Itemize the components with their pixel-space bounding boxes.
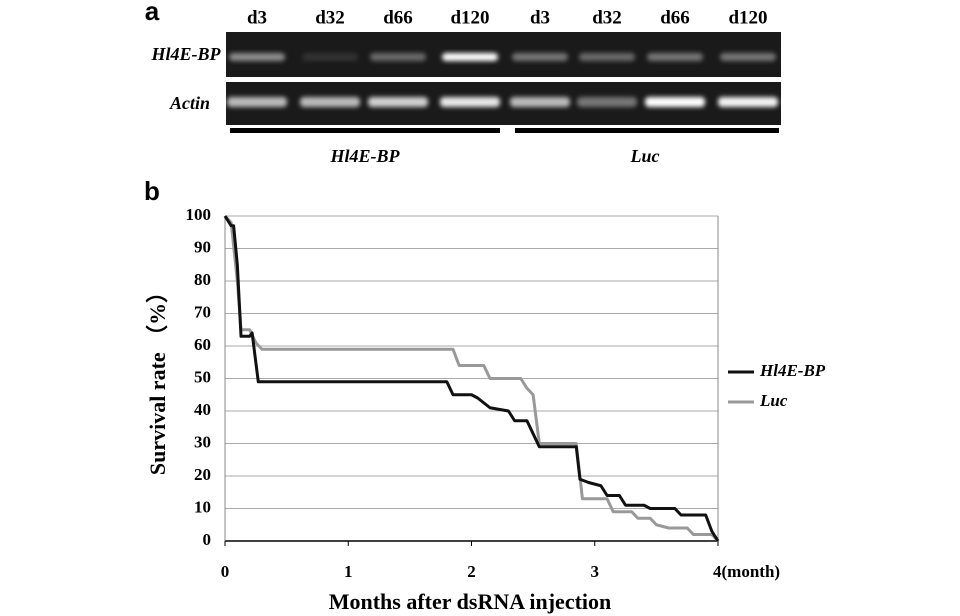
x-axis-label: Months after dsRNA injection xyxy=(329,589,612,614)
y-tick-label: 50 xyxy=(194,367,211,386)
y-tick-label: 30 xyxy=(194,432,211,451)
gel-band xyxy=(720,53,776,61)
gel-band xyxy=(645,97,705,107)
group-label: Hl4E-BP xyxy=(329,146,400,166)
gel-band xyxy=(300,97,360,107)
y-tick-label: 0 xyxy=(203,530,212,549)
lane-label: d3 xyxy=(530,7,550,28)
gel-band xyxy=(718,97,778,107)
row-label: Actin xyxy=(169,93,210,113)
gel-band xyxy=(647,53,703,61)
gel-image xyxy=(226,32,781,133)
lane-label: d120 xyxy=(450,7,489,28)
gel-band xyxy=(579,53,635,61)
gel-band xyxy=(229,53,285,61)
y-tick-label: 20 xyxy=(194,465,211,484)
gel-band xyxy=(510,97,570,107)
panel-label: b xyxy=(144,176,160,206)
lane-label: d120 xyxy=(728,7,767,28)
lane-label: d32 xyxy=(315,7,345,28)
y-tick-label: 80 xyxy=(194,270,211,289)
y-axis-label: Survival rate （%） xyxy=(145,281,170,475)
gel-band xyxy=(577,97,637,107)
survival-line xyxy=(223,215,720,542)
y-tick-label: 10 xyxy=(194,497,211,516)
gel-band xyxy=(302,53,358,61)
lane-label: d66 xyxy=(383,7,413,28)
y-tick-label: 100 xyxy=(186,205,212,224)
lane-label: d3 xyxy=(247,7,267,28)
group-label: Luc xyxy=(630,146,660,166)
group-bar xyxy=(515,128,779,133)
x-tick-label: 4(month) xyxy=(713,562,780,581)
row-label: Hl4E-BP xyxy=(150,44,221,64)
lane-label: d66 xyxy=(660,7,690,28)
y-tick-label: 70 xyxy=(194,302,211,321)
gel-band xyxy=(227,97,287,107)
x-tick-label: 1 xyxy=(344,562,353,581)
panel-label: a xyxy=(145,0,160,26)
legend-label: Luc xyxy=(759,391,788,410)
gel-band xyxy=(370,53,426,61)
legend-label: Hl4E-BP xyxy=(759,361,826,380)
gel-band xyxy=(512,53,568,61)
y-tick-label: 60 xyxy=(194,335,211,354)
group-bar xyxy=(230,128,500,133)
x-tick-label: 2 xyxy=(467,562,476,581)
lane-label: d32 xyxy=(592,7,622,28)
x-tick-label: 3 xyxy=(591,562,600,581)
gel-band xyxy=(442,53,498,61)
y-tick-label: 90 xyxy=(194,237,211,256)
gel-band xyxy=(368,97,428,107)
y-tick-label: 40 xyxy=(194,400,211,419)
gel-band xyxy=(440,97,500,107)
x-tick-label: 0 xyxy=(221,562,230,581)
